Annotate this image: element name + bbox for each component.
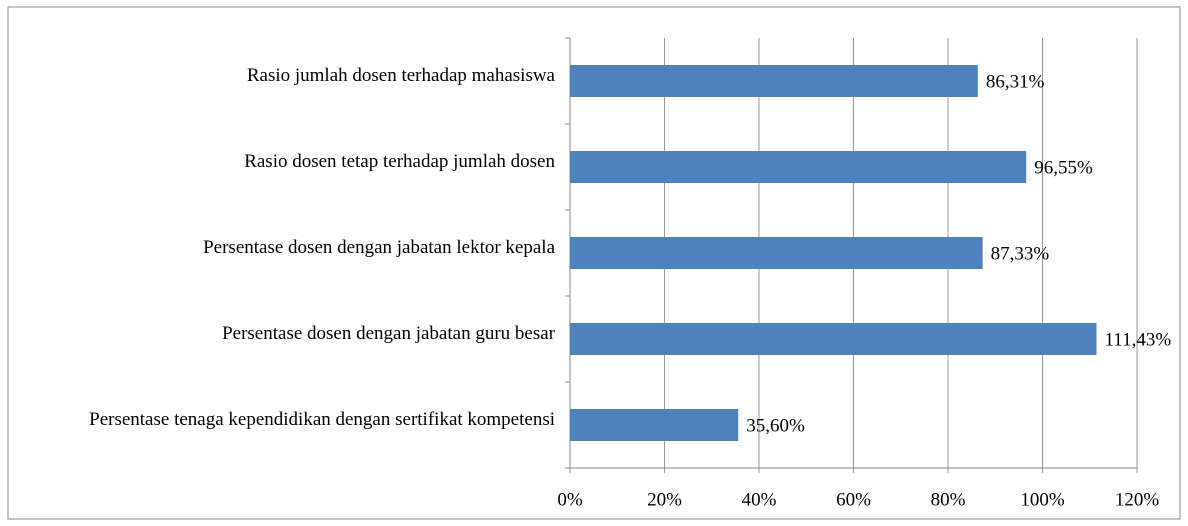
value-label: 96,55% — [1034, 157, 1093, 178]
category-text: Rasio dosen tetap terhadap jumlah dosen — [244, 150, 555, 172]
x-tick-label: 0% — [557, 489, 583, 510]
bar — [570, 151, 1027, 183]
bar — [570, 323, 1097, 355]
y-tick-label: Persentase tenaga kependidikan dengan se… — [10, 407, 555, 432]
bar — [570, 65, 978, 97]
category-text: Persentase dosen dengan jabatan lektor k… — [203, 236, 555, 258]
value-label: 86,31% — [986, 71, 1045, 92]
y-tick-label: Persentase dosen dengan jabatan lektor k… — [10, 235, 555, 260]
x-tick-label: 20% — [647, 489, 682, 510]
x-tick-label: 100% — [1020, 489, 1065, 510]
x-tick-label: 120% — [1115, 489, 1160, 510]
value-label: 111,43% — [1105, 329, 1172, 350]
y-tick-label: Rasio dosen tetap terhadap jumlah dosen — [10, 149, 555, 174]
frame — [7, 6, 1181, 520]
category-text: Persentase dosen dengan jabatan guru bes… — [222, 322, 555, 344]
category-text: Rasio jumlah dosen terhadap mahasiswa — [246, 64, 555, 86]
y-tick-label: Rasio jumlah dosen terhadap mahasiswa — [10, 63, 555, 88]
bar — [570, 237, 983, 269]
x-tick-label: 40% — [742, 489, 777, 510]
y-tick-label: Persentase dosen dengan jabatan guru bes… — [10, 321, 555, 346]
value-label: 35,60% — [746, 415, 805, 436]
value-label: 87,33% — [991, 243, 1050, 264]
x-tick-label: 60% — [836, 489, 871, 510]
category-text: Persentase tenaga kependidikan dengan se… — [89, 408, 555, 430]
bar — [570, 409, 739, 441]
x-tick-label: 80% — [931, 489, 966, 510]
